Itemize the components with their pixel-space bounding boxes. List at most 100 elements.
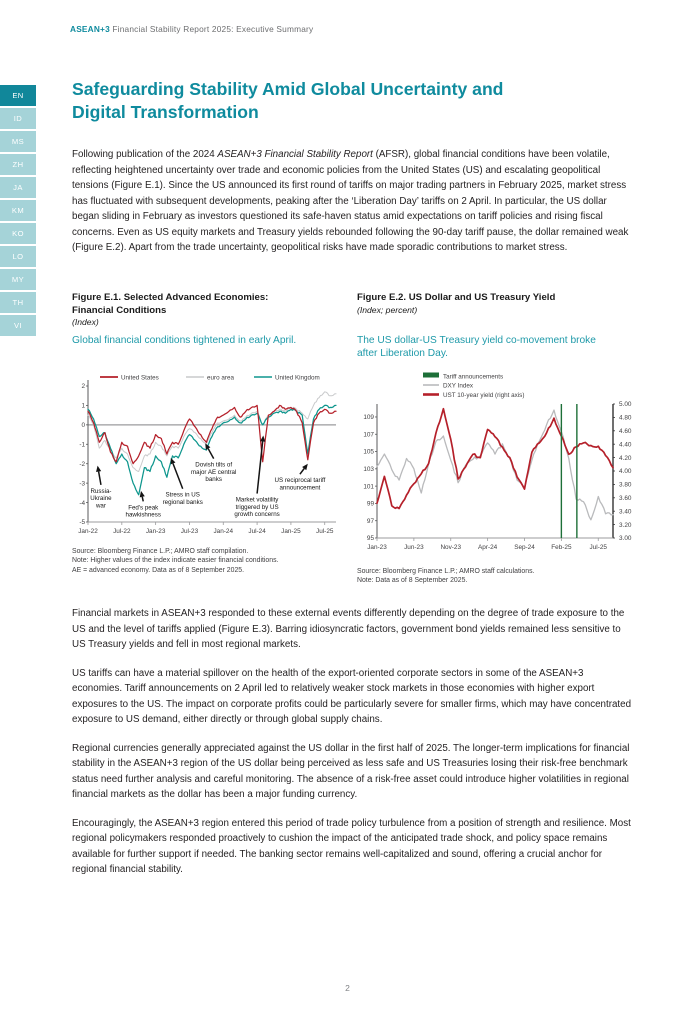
svg-text:war: war bbox=[95, 502, 106, 509]
svg-text:3.20: 3.20 bbox=[619, 522, 632, 529]
paragraph-markets: Financial markets in ASEAN+3 responded t… bbox=[72, 608, 625, 650]
running-header: ASEAN+3 Financial Stability Report 2025:… bbox=[70, 24, 313, 34]
report-brand: ASEAN+3 bbox=[70, 24, 110, 34]
svg-text:0: 0 bbox=[81, 422, 85, 429]
svg-text:UST 10-year yield (right axis): UST 10-year yield (right axis) bbox=[443, 392, 524, 399]
svg-text:Jul-25: Jul-25 bbox=[590, 544, 608, 551]
paragraph-intro-report-name: ASEAN+3 Financial Stability Report bbox=[217, 149, 373, 160]
svg-text:Jun-23: Jun-23 bbox=[404, 544, 424, 551]
svg-text:Nov-23: Nov-23 bbox=[440, 544, 461, 551]
figure-e1-header: Figure E.1. Selected Advanced Economies:… bbox=[72, 292, 346, 334]
paragraph-tariffs: US tariffs can have a material spillover… bbox=[72, 667, 632, 726]
svg-text:regional banks: regional banks bbox=[163, 499, 203, 506]
svg-text:Apr-24: Apr-24 bbox=[478, 544, 498, 551]
svg-text:United Kingdom: United Kingdom bbox=[275, 374, 320, 381]
svg-text:Ukraine: Ukraine bbox=[90, 495, 112, 502]
svg-text:Sep-24: Sep-24 bbox=[514, 544, 535, 551]
svg-text:Jan-25: Jan-25 bbox=[281, 528, 301, 535]
page-title-line1: Safeguarding Stability Amid Global Uncer… bbox=[72, 79, 504, 99]
svg-text:Russia-: Russia- bbox=[90, 488, 111, 495]
page-title-line2: Digital Transformation bbox=[72, 102, 259, 122]
lang-tab-id[interactable]: ID bbox=[0, 108, 36, 129]
page-title: Safeguarding Stability Amid Global Uncer… bbox=[72, 78, 647, 124]
svg-text:97: 97 bbox=[367, 518, 375, 525]
svg-text:3.60: 3.60 bbox=[619, 495, 632, 502]
svg-text:3.00: 3.00 bbox=[619, 535, 632, 542]
lang-tab-ko[interactable]: KO bbox=[0, 223, 36, 244]
svg-text:-3: -3 bbox=[79, 480, 85, 487]
paragraph-intro-post: (AFSR), global financial conditions have… bbox=[72, 149, 629, 253]
svg-text:major AE central: major AE central bbox=[191, 469, 236, 476]
svg-text:-4: -4 bbox=[79, 500, 85, 507]
svg-text:Jan-23: Jan-23 bbox=[146, 528, 166, 535]
lang-tab-ms[interactable]: MS bbox=[0, 131, 36, 152]
lang-tab-ja[interactable]: JA bbox=[0, 177, 36, 198]
figure-e2-title: Figure E.2. US Dollar and US Treasury Yi… bbox=[357, 292, 556, 303]
svg-text:4.60: 4.60 bbox=[619, 428, 632, 435]
svg-text:announcement: announcement bbox=[279, 484, 320, 491]
svg-text:euro area: euro area bbox=[207, 374, 234, 381]
svg-text:109: 109 bbox=[363, 414, 374, 421]
svg-text:Fed's peak: Fed's peak bbox=[128, 504, 159, 511]
svg-text:4.80: 4.80 bbox=[619, 415, 632, 422]
svg-text:Jan-23: Jan-23 bbox=[367, 544, 387, 551]
lang-tab-en[interactable]: EN bbox=[0, 85, 36, 106]
svg-text:4.40: 4.40 bbox=[619, 441, 632, 448]
figure-e2: Figure E.2. US Dollar and US Treasury Yi… bbox=[357, 292, 675, 586]
figure-e1-chart: 2 1 0 -1 -2 -3 -4 -5 Jan-22 Jul-22 Jan-23 Jul-23 Jan… bbox=[78, 374, 337, 535]
svg-text:United States: United States bbox=[121, 374, 159, 381]
page-number: 2 bbox=[345, 983, 350, 993]
svg-text:Stress in US: Stress in US bbox=[165, 492, 199, 499]
svg-text:Jul-23: Jul-23 bbox=[181, 528, 199, 535]
svg-text:growth concerns: growth concerns bbox=[234, 511, 279, 518]
svg-text:hawkishness: hawkishness bbox=[126, 512, 161, 519]
language-sidebar: EN ID MS ZH JA KM KO LO MY TH VI bbox=[0, 85, 36, 338]
svg-text:-5: -5 bbox=[79, 519, 85, 526]
svg-text:Feb-25: Feb-25 bbox=[551, 544, 572, 551]
figure-e2-source: Source: Bloomberg Finance L.P.; AMRO sta… bbox=[357, 568, 535, 585]
figure-e2-subtitle: The US dollar-US Treasury yield co-movem… bbox=[357, 335, 596, 360]
lang-tab-vi[interactable]: VI bbox=[0, 315, 36, 336]
svg-text:Jul-22: Jul-22 bbox=[113, 528, 131, 535]
svg-text:5.00: 5.00 bbox=[619, 401, 632, 408]
lang-tab-my[interactable]: MY bbox=[0, 269, 36, 290]
figure-e1-source: Source: Bloomberg Finance L.P.; AMRO sta… bbox=[72, 548, 279, 574]
svg-text:triggered by US: triggered by US bbox=[236, 504, 279, 511]
svg-text:Market volatility: Market volatility bbox=[236, 497, 280, 504]
paragraph-resilience: Encouragingly, the ASEAN+3 region entere… bbox=[72, 817, 631, 876]
svg-text:3.80: 3.80 bbox=[619, 482, 632, 489]
svg-text:Dovish tilts of: Dovish tilts of bbox=[195, 462, 232, 469]
svg-text:4.20: 4.20 bbox=[619, 455, 632, 462]
figure-e2-chart: 95 97 99 101 103 105 107 109 5.00 4.80 4.60 4.40 4.2… bbox=[363, 372, 632, 551]
svg-text:-1: -1 bbox=[79, 441, 85, 448]
figure-e1-title: Figure E.1. Selected Advanced Economies:… bbox=[72, 292, 269, 316]
svg-text:2: 2 bbox=[81, 383, 85, 390]
lang-tab-zh[interactable]: ZH bbox=[0, 154, 36, 175]
figure-e1-unit: (Index) bbox=[72, 317, 99, 328]
lang-tab-km[interactable]: KM bbox=[0, 200, 36, 221]
svg-text:Jan-22: Jan-22 bbox=[78, 528, 98, 535]
figure-e1: Figure E.1. Selected Advanced Economies:… bbox=[72, 292, 346, 575]
paragraph-intro-pre: Following publication of the 2024 bbox=[72, 149, 218, 160]
svg-text:1: 1 bbox=[81, 403, 85, 410]
svg-text:Jul-24: Jul-24 bbox=[248, 528, 266, 535]
lang-tab-th[interactable]: TH bbox=[0, 292, 36, 313]
figure-e1-subtitle: Global financial conditions tightened in… bbox=[72, 335, 297, 346]
svg-text:3.40: 3.40 bbox=[619, 508, 632, 515]
svg-text:105: 105 bbox=[363, 449, 374, 456]
paragraph-intro: Following publication of the 2024 ASEAN+… bbox=[72, 147, 630, 256]
svg-text:-2: -2 bbox=[79, 461, 85, 468]
lang-tab-lo[interactable]: LO bbox=[0, 246, 36, 267]
svg-text:101: 101 bbox=[363, 483, 374, 490]
svg-text:Jul-25: Jul-25 bbox=[316, 528, 334, 535]
svg-text:95: 95 bbox=[367, 535, 375, 542]
svg-text:103: 103 bbox=[363, 466, 374, 473]
svg-text:4.00: 4.00 bbox=[619, 468, 632, 475]
svg-text:107: 107 bbox=[363, 431, 374, 438]
paragraph-currencies: Regional currencies generally appreciate… bbox=[72, 742, 630, 801]
svg-text:DXY Index: DXY Index bbox=[443, 383, 474, 390]
svg-text:banks: banks bbox=[205, 476, 222, 483]
body-column: Financial markets in ASEAN+3 responded t… bbox=[72, 606, 632, 891]
figure-e2-header: Figure E.2. US Dollar and US Treasury Yi… bbox=[357, 292, 675, 334]
